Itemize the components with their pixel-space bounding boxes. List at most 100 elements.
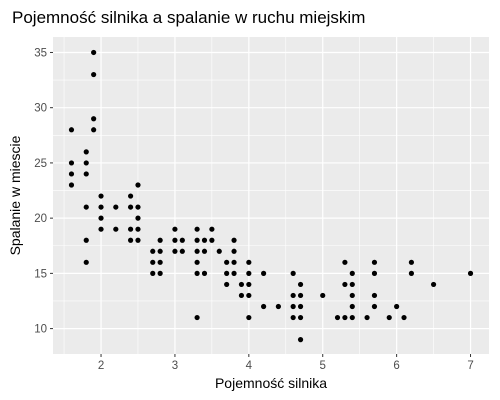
- data-point: [297, 281, 304, 288]
- data-point: [172, 226, 178, 232]
- data-point: [91, 71, 97, 78]
- data-point: [194, 237, 200, 243]
- data-point: [386, 314, 392, 321]
- data-point: [297, 292, 304, 299]
- x-tick-label: 5: [320, 360, 326, 372]
- data-point: [334, 314, 341, 321]
- data-point: [83, 149, 89, 155]
- data-point: [113, 204, 119, 210]
- y-tick-label: 30: [34, 103, 47, 115]
- y-tick-label: 25: [34, 158, 47, 170]
- data-point: [261, 270, 267, 276]
- data-point: [98, 226, 104, 232]
- data-point: [127, 237, 134, 243]
- x-tick-label: 6: [393, 360, 399, 372]
- data-point: [194, 248, 200, 254]
- data-point: [98, 193, 104, 199]
- data-point: [290, 292, 296, 299]
- data-point: [135, 182, 141, 188]
- data-point: [342, 259, 348, 265]
- data-point: [349, 270, 355, 276]
- data-point: [231, 259, 237, 265]
- data-point: [157, 237, 163, 243]
- data-point: [135, 215, 141, 221]
- data-point: [201, 248, 208, 254]
- data-point: [297, 337, 304, 343]
- y-axis-ticks: 10 15 20 25 30 35: [34, 47, 53, 336]
- data-point: [68, 127, 75, 133]
- data-point: [127, 193, 134, 199]
- data-point: [364, 314, 370, 321]
- data-point: [349, 303, 355, 310]
- data-point: [150, 259, 156, 265]
- data-point: [246, 259, 252, 265]
- data-point: [290, 303, 296, 310]
- data-point: [135, 204, 141, 210]
- data-point: [135, 237, 141, 243]
- data-point: [224, 270, 230, 276]
- data-point: [91, 116, 97, 122]
- data-point: [179, 248, 185, 254]
- data-point: [371, 303, 378, 310]
- data-point: [394, 303, 400, 310]
- data-point: [246, 281, 252, 288]
- y-axis-title: Spalanie w miescie: [7, 135, 23, 255]
- data-point: [68, 160, 75, 166]
- data-point: [349, 292, 355, 299]
- data-point: [224, 281, 230, 288]
- data-point: [98, 215, 104, 221]
- data-point: [194, 314, 200, 321]
- data-point: [194, 270, 200, 276]
- grid-lines: [53, 37, 489, 354]
- data-point: [371, 259, 378, 265]
- y-tick-label: 10: [34, 324, 47, 336]
- x-axis-ticks: 2 3 4 5 6 7: [98, 354, 474, 372]
- data-point: [157, 248, 163, 254]
- y-tick-label: 35: [34, 47, 47, 59]
- data-point: [238, 292, 245, 299]
- data-point: [157, 259, 163, 265]
- data-point: [98, 204, 104, 210]
- data-point: [91, 127, 97, 133]
- data-point: [297, 303, 304, 310]
- data-point: [179, 237, 185, 243]
- data-point: [290, 270, 296, 276]
- data-point: [127, 226, 134, 232]
- data-point: [172, 248, 178, 254]
- data-point: [113, 226, 119, 232]
- data-point: [135, 226, 141, 232]
- x-tick-label: 4: [246, 360, 253, 372]
- data-point: [342, 314, 348, 321]
- data-point: [209, 237, 215, 243]
- data-point: [238, 281, 245, 288]
- data-point: [68, 182, 75, 188]
- data-point: [297, 314, 304, 321]
- data-point: [68, 171, 75, 177]
- data-point: [246, 292, 252, 299]
- chart-title: Pojemność silnika a spalanie w ruchu mie…: [12, 8, 365, 27]
- data-point: [320, 292, 326, 299]
- data-point: [216, 248, 222, 254]
- data-points: [68, 49, 474, 343]
- data-point: [150, 270, 156, 276]
- data-point: [261, 303, 267, 310]
- data-point: [83, 259, 89, 265]
- data-point: [401, 314, 407, 321]
- data-point: [201, 270, 208, 276]
- data-point: [231, 248, 237, 254]
- x-tick-label: 2: [98, 360, 104, 372]
- data-point: [201, 237, 208, 243]
- data-point: [194, 259, 200, 265]
- data-point: [430, 281, 437, 288]
- data-point: [157, 270, 163, 276]
- data-point: [275, 303, 281, 310]
- data-point: [371, 292, 378, 299]
- data-point: [209, 226, 215, 232]
- data-point: [246, 314, 252, 321]
- y-tick-label: 15: [34, 268, 47, 280]
- data-point: [467, 270, 474, 276]
- data-point: [290, 314, 296, 321]
- data-point: [91, 49, 97, 56]
- data-point: [172, 237, 178, 243]
- data-point: [127, 204, 134, 210]
